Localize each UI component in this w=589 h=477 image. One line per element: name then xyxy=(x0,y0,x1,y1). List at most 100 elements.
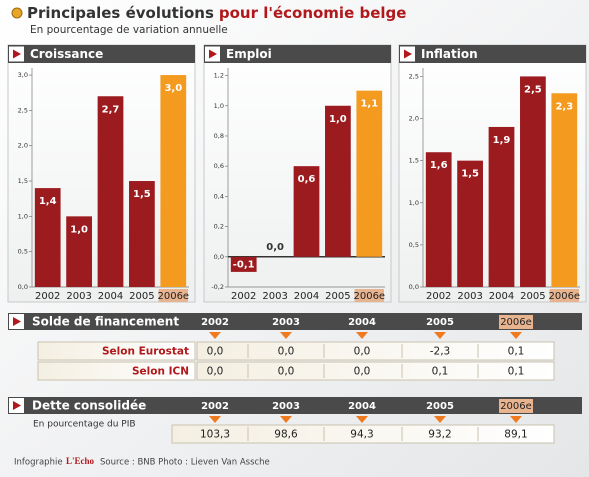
y-tick-label: 0,5 xyxy=(409,241,419,249)
x-tick-label: 2004 xyxy=(489,291,514,302)
column-marker xyxy=(280,416,292,423)
panel-title: Emploi xyxy=(226,47,272,61)
column-header: 2005 xyxy=(426,317,454,328)
column-header: 2004 xyxy=(348,401,376,412)
y-tick-label: 1,0 xyxy=(409,199,419,207)
x-tick-label: 2006e xyxy=(157,291,189,302)
value-label: 2,3 xyxy=(555,101,573,112)
value-label: 0,6 xyxy=(298,174,316,185)
bar xyxy=(97,96,124,288)
column-marker xyxy=(510,416,522,423)
x-tick-label: 2002 xyxy=(426,291,451,302)
y-tick-label: 2,0 xyxy=(409,115,419,123)
header-arrow xyxy=(13,401,21,410)
cell: 103,3 xyxy=(200,429,230,441)
column-header: 2002 xyxy=(201,317,229,328)
bar xyxy=(356,90,383,257)
cell: 89,1 xyxy=(504,429,527,441)
cell: 0,0 xyxy=(278,346,295,358)
row-label: Selon Eurostat xyxy=(102,346,189,358)
bar xyxy=(160,75,187,287)
header-arrow xyxy=(209,49,217,59)
bar xyxy=(457,160,483,287)
footer-source: Source : BNB Photo : Lieven Van Assche xyxy=(100,458,270,468)
value-label: 3,0 xyxy=(164,83,182,94)
bar xyxy=(129,181,155,287)
column-header: 2003 xyxy=(272,401,300,412)
row-values-bg xyxy=(196,341,555,361)
charts: Croissance 0,0 0,5 1,0 1,5 2,0 2,5 3,0 2002 1,4 20… xyxy=(7,44,587,303)
subtitle: En pourcentage de variation annuelle xyxy=(30,24,228,36)
x-tick-label: 2004 xyxy=(294,291,319,302)
bar xyxy=(488,126,515,287)
value-label: 1,0 xyxy=(329,114,347,125)
value-label: 1,1 xyxy=(360,99,378,110)
x-tick-label: 2003 xyxy=(66,291,91,302)
bar xyxy=(66,216,92,287)
x-tick-label: 2006e xyxy=(353,291,385,302)
row-label: Selon ICN xyxy=(132,366,189,378)
highlight-label-bg xyxy=(354,289,384,302)
row-values-bg xyxy=(196,361,555,381)
bar xyxy=(293,166,320,257)
column-marker xyxy=(434,332,446,339)
column-marker xyxy=(209,332,221,339)
header-arrow xyxy=(13,49,21,59)
x-tick-label: 2003 xyxy=(262,291,287,302)
panel-title: Inflation xyxy=(421,47,478,61)
cell: 0,1 xyxy=(508,346,525,358)
debt-note: En pourcentage du PIB xyxy=(33,420,136,430)
x-tick-label: 2003 xyxy=(457,291,482,302)
title-main: Principales évolutions xyxy=(27,4,214,22)
y-tick-label: 0,0 xyxy=(214,253,224,261)
column-header: 2002 xyxy=(201,401,229,412)
value-label: 2,5 xyxy=(524,84,542,95)
y-tick-label: 0,6 xyxy=(214,162,224,170)
x-tick-label: 2006e xyxy=(548,291,580,302)
highlight-col-bg xyxy=(499,315,533,329)
y-tick-label: 0,2 xyxy=(214,223,224,231)
bar xyxy=(34,188,61,287)
value-label: 1,6 xyxy=(430,160,448,171)
column-header: 2005 xyxy=(426,401,454,412)
value-label: -0,1 xyxy=(233,259,255,270)
bar xyxy=(425,152,452,287)
column-marker xyxy=(280,332,292,339)
y-tick-label: 1,0 xyxy=(214,102,224,110)
cell: 0,0 xyxy=(354,366,371,378)
y-tick-label: 2,5 xyxy=(18,106,28,114)
row-label-bg xyxy=(37,341,196,361)
section-header xyxy=(8,397,582,414)
cell: 93,2 xyxy=(428,429,451,441)
value-label: 1,5 xyxy=(461,169,479,180)
cell: 0,0 xyxy=(278,366,295,378)
column-marker xyxy=(510,332,522,339)
cell: 98,6 xyxy=(274,429,298,441)
x-tick-label: 2005 xyxy=(520,291,545,302)
column-marker xyxy=(434,416,446,423)
bar xyxy=(551,93,578,288)
column-marker xyxy=(356,332,368,339)
column-header: 2003 xyxy=(272,317,300,328)
value-label: 2,7 xyxy=(102,104,120,115)
y-tick-label: 1,5 xyxy=(18,177,28,185)
section-title: Dette consolidée xyxy=(32,399,146,413)
value-label: 0,0 xyxy=(266,242,284,253)
column-marker xyxy=(356,416,368,423)
y-tick-label: 0,0 xyxy=(18,283,28,291)
y-tick-label: 1,0 xyxy=(18,212,28,220)
column-header: 2004 xyxy=(348,317,376,328)
y-tick-label: 0,8 xyxy=(214,132,224,140)
row-label-bg xyxy=(37,361,196,381)
column-marker xyxy=(209,416,221,423)
y-tick-label: -0,2 xyxy=(211,283,224,291)
debt-row-bg xyxy=(171,424,555,444)
panel-header xyxy=(204,45,391,63)
bullet xyxy=(11,7,23,19)
cell: 0,1 xyxy=(508,366,525,378)
section-title: Solde de financement xyxy=(32,315,179,329)
column-header: 2006e xyxy=(500,317,532,328)
highlight-label-bg xyxy=(549,289,579,302)
panel-header xyxy=(399,45,586,63)
